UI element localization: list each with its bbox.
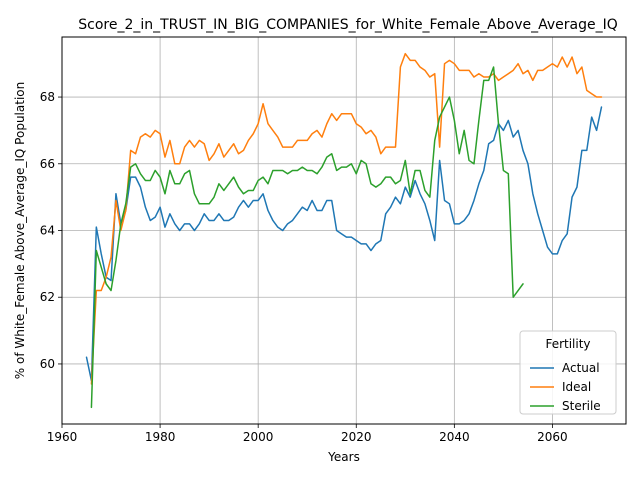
y-tick-label: 66 <box>40 157 55 171</box>
y-axis-label: % of White_Female Above_Average_IQ Popul… <box>13 82 27 379</box>
x-tick-label: 1960 <box>47 430 78 444</box>
legend-label-ideal: Ideal <box>562 380 591 394</box>
y-tick-label: 64 <box>40 224 55 238</box>
legend-label-sterile: Sterile <box>562 399 601 413</box>
series-line-ideal <box>90 52 603 385</box>
x-tick-label: 1980 <box>145 430 176 444</box>
y-axis: 60 62 64 66 68 <box>40 90 62 371</box>
series-layer <box>85 52 603 409</box>
legend-items: Actual Ideal Sterile <box>530 361 601 413</box>
x-axis-label: Years <box>327 450 360 464</box>
legend: Fertility Actual Ideal Sterile <box>519 330 617 415</box>
series-line-sterile <box>90 66 524 409</box>
legend-box <box>519 330 617 415</box>
y-tick-label: 60 <box>40 357 55 371</box>
x-tick-label: 2000 <box>243 430 274 444</box>
x-tick-label: 2020 <box>341 430 372 444</box>
x-tick-label: 2040 <box>439 430 470 444</box>
y-tick-label: 68 <box>40 90 55 104</box>
x-axis: 1960 1980 2000 2020 2040 2060 <box>47 424 568 444</box>
series-line-actual <box>85 106 603 382</box>
y-tick-label: 62 <box>40 290 55 304</box>
chart-title: Score_2_in_TRUST_IN_BIG_COMPANIES_for_Wh… <box>78 17 618 33</box>
x-tick-label: 2060 <box>537 430 568 444</box>
legend-title: Fertility <box>545 337 590 351</box>
legend-label-actual: Actual <box>562 361 600 375</box>
